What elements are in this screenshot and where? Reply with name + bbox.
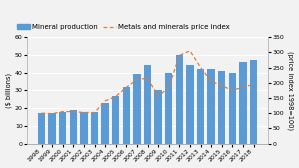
Bar bbox=[218, 71, 225, 143]
Metals and minerals price index bbox=[93, 112, 96, 114]
Metals and minerals price index bbox=[50, 113, 54, 115]
Metals and minerals price index bbox=[241, 86, 245, 88]
Bar bbox=[38, 113, 45, 143]
Bar bbox=[197, 69, 204, 143]
Legend: Mineral production, Metals and minerals price index: Mineral production, Metals and minerals … bbox=[15, 22, 232, 33]
Bar bbox=[112, 96, 120, 143]
Metals and minerals price index bbox=[178, 54, 181, 56]
Metals and minerals price index bbox=[40, 112, 43, 114]
Y-axis label: (price index 1998=100): (price index 1998=100) bbox=[287, 51, 293, 130]
Metals and minerals price index bbox=[252, 83, 255, 85]
Bar bbox=[250, 60, 257, 143]
Bar bbox=[133, 74, 141, 143]
Metals and minerals price index bbox=[156, 95, 160, 97]
Bar bbox=[208, 69, 215, 143]
Metals and minerals price index bbox=[71, 111, 75, 113]
Metals and minerals price index bbox=[135, 79, 139, 81]
Bar bbox=[176, 55, 183, 143]
Metals and minerals price index bbox=[167, 86, 170, 88]
Metals and minerals price index bbox=[114, 95, 118, 97]
Bar bbox=[186, 66, 194, 143]
Bar bbox=[59, 112, 66, 143]
Bar bbox=[48, 113, 56, 143]
Metals and minerals price index bbox=[61, 111, 65, 113]
Bar bbox=[80, 112, 88, 143]
Metals and minerals price index bbox=[125, 86, 128, 88]
Bar bbox=[239, 62, 247, 143]
Metals and minerals price index bbox=[103, 100, 107, 102]
Metals and minerals price index bbox=[231, 89, 234, 91]
Y-axis label: ($ billions): ($ billions) bbox=[6, 73, 12, 108]
Metals and minerals price index bbox=[209, 80, 213, 82]
Bar bbox=[229, 73, 236, 143]
Metals and minerals price index bbox=[188, 50, 192, 52]
Bar bbox=[165, 73, 173, 143]
Bar bbox=[123, 87, 130, 143]
Bar bbox=[101, 103, 109, 143]
Bar bbox=[144, 66, 151, 143]
Metals and minerals price index bbox=[199, 67, 202, 69]
Bar bbox=[91, 112, 98, 143]
Metals and minerals price index bbox=[220, 85, 224, 87]
Bar bbox=[70, 110, 77, 143]
Metals and minerals price index bbox=[82, 112, 86, 114]
Bar bbox=[155, 90, 162, 143]
Line: Metals and minerals price index: Metals and minerals price index bbox=[42, 51, 254, 114]
Metals and minerals price index bbox=[146, 77, 150, 79]
